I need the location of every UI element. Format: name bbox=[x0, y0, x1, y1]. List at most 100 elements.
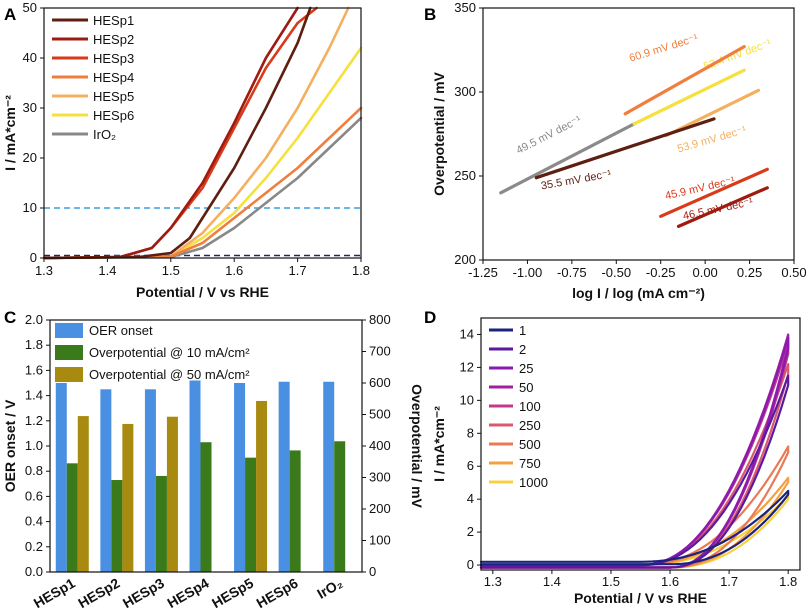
x-tick-label-d: 1.3 bbox=[484, 574, 502, 589]
x-tick-label-d: 1.8 bbox=[779, 574, 797, 589]
legend-label-d: 500 bbox=[519, 437, 541, 452]
y2-tick-label-c: 400 bbox=[369, 438, 391, 453]
x-tick-label-a: 1.4 bbox=[98, 263, 116, 278]
legend-label-a: HESp2 bbox=[93, 32, 134, 47]
y-tick-label-b: 250 bbox=[454, 168, 476, 183]
y-tick-label-d: 6 bbox=[467, 458, 474, 473]
category-label-c: HESp6 bbox=[254, 575, 301, 612]
y-tick-label-c: 0.6 bbox=[25, 488, 43, 503]
y-tick-label-c: 0.8 bbox=[25, 463, 43, 478]
legend-label-d: 1000 bbox=[519, 475, 548, 490]
legend-label-a: IrO₂ bbox=[93, 127, 116, 142]
x-tick-label-a: 1.7 bbox=[289, 263, 307, 278]
y2-tick-label-c: 800 bbox=[369, 312, 391, 327]
panel-label-b: B bbox=[424, 5, 436, 24]
x-tick-label-a: 1.6 bbox=[225, 263, 243, 278]
y-tick-label-c: 0.0 bbox=[25, 564, 43, 579]
legend-swatch-c bbox=[55, 367, 83, 382]
x-tick-label-b: -0.50 bbox=[601, 265, 631, 280]
fit-line-hesp6 bbox=[632, 68, 746, 126]
series-line-hesp2 bbox=[42, 6, 299, 260]
legend-label-d: 50 bbox=[519, 380, 533, 395]
fit-line-hesp3 bbox=[659, 167, 769, 218]
legend-label-c: Overpotential @ 10 mA/cm² bbox=[89, 345, 250, 360]
x-tick-label-d: 1.6 bbox=[661, 574, 679, 589]
y-tick-label-d: 14 bbox=[460, 326, 474, 341]
bar-oer-3 bbox=[189, 380, 201, 572]
plot-frame-a bbox=[43, 7, 362, 259]
fit-line-iro₂ bbox=[499, 122, 636, 195]
bar-oer-1 bbox=[100, 389, 112, 572]
x-tick-label-d: 1.7 bbox=[720, 574, 738, 589]
x-tick-label-b: -0.75 bbox=[557, 265, 587, 280]
y-tick-label-a: 20 bbox=[23, 150, 37, 165]
y-tick-label-b: 200 bbox=[454, 252, 476, 267]
bar-overpotential-4 bbox=[256, 400, 268, 572]
y-tick-label-a: 0 bbox=[30, 250, 37, 265]
legend-label-c: OER onset bbox=[89, 323, 153, 338]
fit-line-hesp1 bbox=[534, 117, 716, 180]
y-tick-label-b: 350 bbox=[454, 0, 476, 15]
x-axis-label-b: log I / log (mA cm⁻²) bbox=[572, 285, 705, 301]
legend-label-d: 1 bbox=[519, 323, 526, 338]
y-tick-label-d: 2 bbox=[467, 524, 474, 539]
legend-label-d: 25 bbox=[519, 361, 533, 376]
bar-overpotential-2 bbox=[155, 475, 167, 572]
y-tick-label-d: 0 bbox=[467, 557, 474, 572]
x-tick-label-a: 1.3 bbox=[35, 263, 53, 278]
cv-curve-1 bbox=[479, 489, 790, 566]
bar-overpotential-0 bbox=[77, 416, 89, 572]
x-tick-label-b: 0.00 bbox=[692, 265, 717, 280]
y2-tick-label-c: 500 bbox=[369, 407, 391, 422]
legend-label-c: Overpotential @ 50 mA/cm² bbox=[89, 367, 250, 382]
bar-overpotential-5 bbox=[289, 450, 301, 572]
x-tick-label-b: -0.25 bbox=[646, 265, 676, 280]
y-tick-label-a: 40 bbox=[23, 50, 37, 65]
category-label-c: HESp1 bbox=[31, 575, 78, 612]
panel-label-d: D bbox=[424, 308, 436, 327]
y2-tick-label-c: 600 bbox=[369, 375, 391, 390]
x-tick-label-a: 1.8 bbox=[352, 263, 370, 278]
category-label-c: HESp5 bbox=[209, 575, 256, 612]
bar-oer-2 bbox=[144, 389, 156, 572]
bar-oer-0 bbox=[55, 383, 67, 572]
legend-label-a: HESp1 bbox=[93, 13, 134, 28]
bar-overpotential-1 bbox=[111, 480, 123, 572]
bar-overpotential-2 bbox=[166, 416, 178, 572]
bar-overpotential-6 bbox=[334, 441, 346, 572]
y2-tick-label-c: 100 bbox=[369, 533, 391, 548]
legend-label-d: 2 bbox=[519, 342, 526, 357]
bar-oer-4 bbox=[234, 383, 246, 572]
legend-label-d: 100 bbox=[519, 399, 541, 414]
bar-overpotential-3 bbox=[200, 442, 212, 572]
x-tick-label-b: 0.50 bbox=[781, 265, 806, 280]
x-axis-label-d: Potential / V vs RHE bbox=[574, 590, 707, 606]
y2-tick-label-c: 700 bbox=[369, 344, 391, 359]
y-tick-label-a: 10 bbox=[23, 200, 37, 215]
y-tick-label-c: 0.2 bbox=[25, 539, 43, 554]
y-tick-label-c: 1.2 bbox=[25, 413, 43, 428]
bar-oer-5 bbox=[278, 381, 290, 572]
fit-line-hesp4 bbox=[623, 44, 746, 116]
tafel-slope-label: 49.5 mV dec⁻¹ bbox=[514, 114, 583, 157]
y-axis-label-b: Overpotential / mV bbox=[431, 71, 447, 195]
plot-frame-d bbox=[480, 317, 801, 571]
y-axis-label-d: I / mA*cm⁻² bbox=[431, 406, 447, 482]
y-tick-label-a: 50 bbox=[23, 0, 37, 15]
legend-swatch-c bbox=[55, 323, 83, 338]
category-label-c: IrO₂ bbox=[314, 575, 345, 602]
tafel-slope-label: 46.5 mV dec⁻¹ bbox=[682, 196, 754, 223]
category-label-c: HESp4 bbox=[164, 575, 211, 612]
y-tick-label-d: 10 bbox=[460, 392, 474, 407]
y-axis-label-c: OER onset / V bbox=[2, 399, 18, 492]
y2-tick-label-c: 300 bbox=[369, 470, 391, 485]
series-line-hesp1 bbox=[42, 6, 312, 260]
plot-frame-c bbox=[49, 319, 363, 573]
y-tick-label-c: 2.0 bbox=[25, 312, 43, 327]
legend-swatch-c bbox=[55, 345, 83, 360]
y-tick-label-c: 1.8 bbox=[25, 337, 43, 352]
x-tick-label-a: 1.5 bbox=[162, 263, 180, 278]
y-tick-label-d: 12 bbox=[460, 359, 474, 374]
y2-tick-label-c: 200 bbox=[369, 501, 391, 516]
legend-label-a: HESp3 bbox=[93, 51, 134, 66]
